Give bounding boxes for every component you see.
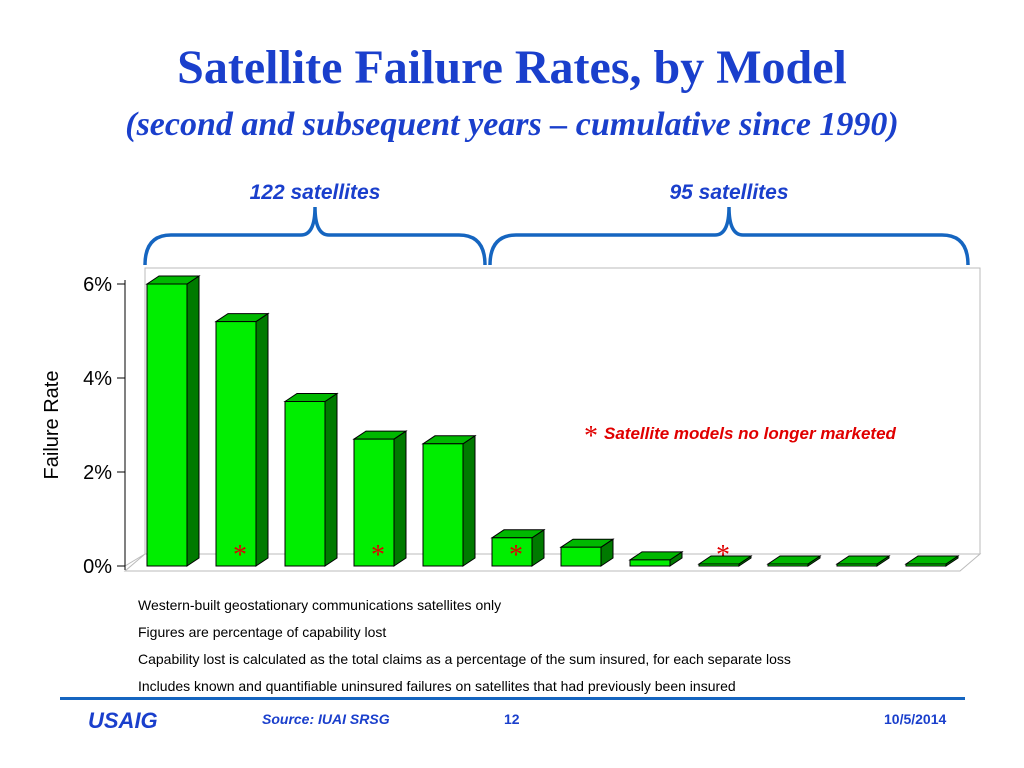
bar-front-6 bbox=[491, 537, 533, 567]
group-label-1: 122 satellites bbox=[250, 181, 381, 204]
bar-front-2 bbox=[215, 321, 257, 567]
bar-8 bbox=[628, 550, 684, 567]
group-bracket-2 bbox=[488, 206, 970, 266]
bar-front-11 bbox=[836, 563, 878, 567]
footnote-1: Western-built geostationary communicatio… bbox=[138, 597, 502, 613]
bar-front-1 bbox=[146, 283, 188, 567]
discontinued-marker-9: * bbox=[716, 540, 730, 571]
bar-9: * bbox=[697, 540, 753, 571]
bar-10 bbox=[766, 555, 822, 567]
bar-front-3 bbox=[284, 401, 326, 567]
footer-divider bbox=[60, 697, 965, 700]
bar-12 bbox=[904, 555, 960, 567]
y-tick-label-1: 2% bbox=[83, 462, 112, 484]
slide-date: 10/5/2014 bbox=[884, 711, 947, 727]
bar-4: * bbox=[352, 430, 408, 571]
bar-front-5 bbox=[422, 443, 464, 567]
bar-1 bbox=[145, 275, 201, 567]
bar-front-8 bbox=[629, 559, 671, 567]
footnote-4: Includes known and quantifiable uninsure… bbox=[138, 678, 736, 694]
bar-front-9 bbox=[698, 563, 740, 567]
group-label-2: 95 satellites bbox=[669, 181, 788, 204]
usaig-logo: USAIG bbox=[88, 708, 158, 733]
bar-3 bbox=[283, 392, 339, 567]
page-number: 12 bbox=[504, 711, 520, 727]
bar-front-4 bbox=[353, 438, 395, 567]
legend-text: Satellite models no longer marketed bbox=[604, 424, 897, 443]
footnote-3: Capability lost is calculated as the tot… bbox=[138, 651, 791, 667]
group-bracket-1 bbox=[143, 206, 487, 266]
bar-7 bbox=[559, 538, 615, 567]
discontinued-marker-6: * bbox=[509, 540, 523, 571]
y-tick-label-0: 0% bbox=[83, 556, 112, 578]
y-tick-label-2: 4% bbox=[83, 368, 112, 390]
bar-side-3 bbox=[324, 392, 338, 567]
chart-floor bbox=[123, 553, 982, 572]
bar-6: * bbox=[490, 528, 546, 571]
bar-side-2 bbox=[255, 312, 269, 567]
failure-rate-chart: 122 satellites 95 satellites 0% 2% 4% 6% Fail… bbox=[41, 181, 982, 578]
chart-back-wall bbox=[124, 267, 981, 567]
bar-side-4 bbox=[393, 430, 407, 567]
discontinued-marker-4: * bbox=[371, 540, 385, 571]
y-axis-label: Failure Rate bbox=[41, 371, 63, 480]
bar-side-1 bbox=[186, 275, 200, 567]
slide-subtitle: (second and subsequent years – cumulativ… bbox=[125, 106, 899, 143]
bar-5 bbox=[421, 434, 477, 567]
bar-11 bbox=[835, 555, 891, 567]
legend-marker: * bbox=[584, 421, 598, 452]
bar-front-7 bbox=[560, 546, 602, 567]
footnote-2: Figures are percentage of capability los… bbox=[138, 624, 387, 640]
discontinued-marker-2: * bbox=[233, 540, 247, 571]
slide-title: Satellite Failure Rates, by Model bbox=[177, 41, 847, 94]
source-text: Source: IUAI SRSG bbox=[262, 711, 390, 727]
bar-front-10 bbox=[767, 563, 809, 567]
y-tick-label-3: 6% bbox=[83, 274, 112, 296]
bar-front-12 bbox=[905, 563, 947, 567]
bar-side-5 bbox=[462, 434, 476, 567]
bar-2: * bbox=[214, 312, 270, 571]
